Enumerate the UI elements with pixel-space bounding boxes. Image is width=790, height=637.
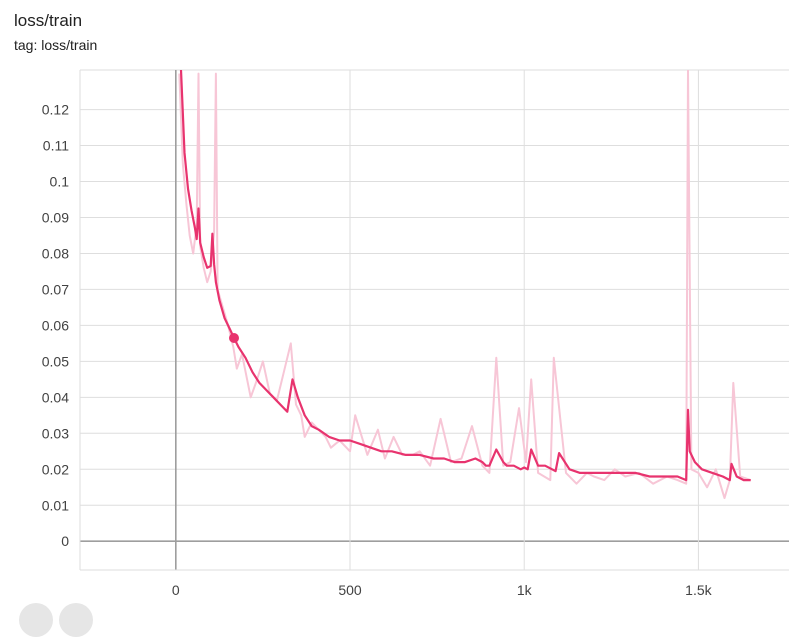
y-tick-label: 0.12	[42, 102, 69, 118]
x-tick-label: 1.5k	[685, 582, 712, 598]
chart-card-header: loss/train tag: loss/train	[14, 10, 97, 54]
y-tick-label: 0.05	[42, 353, 69, 369]
y-tick-label: 0.01	[42, 497, 69, 513]
x-tick-label: 0	[172, 582, 180, 598]
chart-title: loss/train	[14, 11, 83, 30]
y-tick-label: 0.04	[42, 389, 69, 405]
loss-line-chart[interactable]: 0 0.01 0.02 0.03 0.04 0.05 0.06 0.07 0.08 0.09 0.1…	[0, 0, 790, 611]
y-tick-label: 0.11	[43, 138, 69, 154]
fullscreen-button[interactable]	[19, 603, 53, 637]
y-tick-label: 0.03	[42, 425, 69, 441]
y-tick-label: 0.02	[42, 461, 69, 477]
x-tick-label: 500	[338, 582, 362, 598]
chart-tag: tag: loss/train	[14, 37, 98, 53]
raw-loss-series-line[interactable]	[178, 70, 752, 500]
y-tick-label: 0.1	[50, 174, 70, 190]
y-tick-label: 0	[61, 533, 69, 549]
y-tick-label: 0.07	[42, 281, 69, 297]
smoothed-loss-series-line[interactable]	[179, 70, 751, 482]
hover-point-marker	[228, 332, 239, 343]
x-tick-label: 1k	[517, 582, 533, 598]
y-tick-label: 0.08	[42, 245, 69, 261]
log-scale-button[interactable]	[59, 603, 93, 637]
y-tick-label: 0.09	[42, 209, 69, 225]
y-tick-label: 0.06	[42, 317, 69, 333]
